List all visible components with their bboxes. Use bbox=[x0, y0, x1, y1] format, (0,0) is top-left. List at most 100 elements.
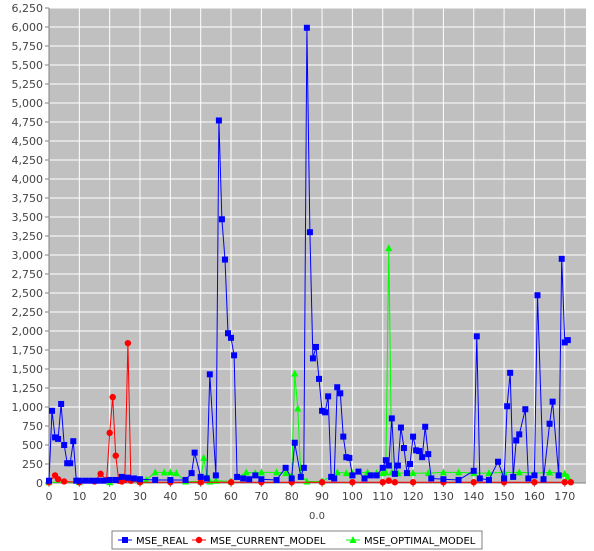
x-tick-label: 60 bbox=[224, 490, 238, 503]
data-point-mse-real bbox=[391, 470, 398, 477]
x-tick-label: 140 bbox=[463, 490, 484, 503]
data-point-mse-current-model bbox=[106, 429, 113, 437]
x-tick-label: 80 bbox=[285, 490, 299, 503]
data-point-mse-real bbox=[322, 409, 329, 416]
x-tick-label: 10 bbox=[72, 490, 86, 503]
data-point-mse-optimal-model bbox=[172, 469, 180, 477]
data-point-mse-current-model bbox=[470, 479, 477, 486]
data-point-mse-optimal-model bbox=[455, 468, 463, 476]
x-axis-ticks: 0 10 20 30 40 50 60 70 80 90 100 110 120 130 140 150 160… bbox=[46, 483, 575, 503]
y-tick-label: 500 bbox=[22, 439, 43, 452]
data-point-mse-real bbox=[258, 476, 265, 483]
data-point-mse-current-model bbox=[112, 452, 119, 459]
data-point-mse-real bbox=[73, 477, 80, 484]
data-point-mse-real bbox=[234, 473, 241, 480]
x-tick-label: 40 bbox=[163, 490, 177, 503]
data-point-mse-real bbox=[346, 454, 353, 461]
data-point-mse-real bbox=[413, 447, 420, 454]
y-tick-label: 5,750 bbox=[12, 40, 44, 53]
y-tick-label: 1,250 bbox=[12, 382, 44, 395]
y-tick-label: 1,000 bbox=[12, 401, 44, 414]
data-point-mse-real bbox=[212, 472, 219, 479]
x-axis-title: 0.0 bbox=[309, 511, 325, 522]
data-point-mse-real bbox=[67, 460, 74, 467]
legend-marker-mse-current-model bbox=[195, 536, 203, 544]
x-tick-label: 90 bbox=[315, 490, 329, 503]
data-point-mse-optimal-model bbox=[385, 244, 393, 252]
data-point-mse-real bbox=[303, 24, 310, 31]
data-point-mse-optimal-model bbox=[160, 468, 168, 476]
data-point-mse-real bbox=[221, 256, 228, 263]
data-point-mse-real bbox=[343, 454, 350, 461]
data-point-mse-optimal-model bbox=[333, 468, 341, 476]
data-point-mse-real bbox=[388, 415, 395, 422]
x-tick-label: 160 bbox=[524, 490, 545, 503]
y-tick-label: 4,250 bbox=[12, 154, 44, 167]
data-point-mse-optimal-model bbox=[382, 468, 390, 476]
data-point-mse-real bbox=[476, 475, 483, 482]
y-tick-label: 4,500 bbox=[12, 135, 44, 148]
data-point-mse-optimal-model bbox=[257, 468, 265, 476]
data-point-mse-real bbox=[46, 477, 52, 484]
data-point-mse-optimal-model bbox=[515, 468, 523, 476]
data-point-mse-real bbox=[61, 442, 68, 448]
data-point-mse-real bbox=[394, 462, 401, 469]
y-tick-label: 3,500 bbox=[12, 211, 44, 224]
data-point-mse-optimal-model bbox=[291, 369, 299, 377]
data-point-mse-current-model bbox=[561, 479, 568, 486]
data-point-mse-real bbox=[555, 472, 562, 479]
plot-area-background bbox=[49, 8, 586, 483]
data-point-mse-real bbox=[215, 117, 222, 124]
data-point-mse-real bbox=[361, 475, 368, 482]
data-point-mse-real bbox=[49, 407, 56, 414]
data-point-mse-optimal-model bbox=[151, 468, 159, 476]
data-point-mse-real bbox=[94, 477, 101, 484]
y-tick-label: 5,500 bbox=[12, 59, 44, 72]
data-point-mse-real bbox=[316, 375, 323, 382]
data-point-mse-real bbox=[309, 355, 316, 362]
data-point-mse-real bbox=[331, 475, 338, 482]
data-point-mse-real bbox=[485, 476, 492, 483]
x-tick-label: 110 bbox=[372, 490, 393, 503]
data-point-mse-real bbox=[106, 476, 113, 483]
data-point-mse-real bbox=[513, 437, 520, 444]
data-point-mse-real bbox=[516, 431, 523, 438]
data-point-mse-real bbox=[549, 398, 556, 405]
data-point-mse-real bbox=[228, 334, 235, 341]
y-tick-label: 2,500 bbox=[12, 287, 44, 300]
data-point-mse-real bbox=[410, 433, 417, 440]
data-point-mse-real bbox=[349, 472, 356, 479]
data-point-mse-current-model bbox=[349, 479, 356, 486]
data-point-mse-optimal-model bbox=[546, 468, 554, 476]
data-point-mse-real bbox=[428, 475, 435, 482]
legend-item-mse-real: MSE_REAL bbox=[118, 536, 188, 547]
data-point-mse-real bbox=[58, 400, 65, 407]
data-point-mse-real bbox=[55, 435, 62, 442]
data-point-mse-real bbox=[137, 476, 144, 483]
data-point-mse-real bbox=[337, 390, 344, 397]
data-point-mse-real bbox=[88, 477, 95, 484]
data-point-mse-current-model bbox=[197, 479, 204, 486]
data-point-mse-optimal-model bbox=[564, 472, 572, 480]
data-point-mse-optimal-model bbox=[200, 453, 208, 461]
data-point-mse-current-model bbox=[379, 479, 386, 486]
y-tick-label: 0 bbox=[36, 477, 43, 490]
data-point-mse-real bbox=[522, 406, 529, 413]
y-tick-label: 2,250 bbox=[12, 306, 44, 319]
x-tick-label: 100 bbox=[342, 490, 363, 503]
data-point-mse-optimal-model bbox=[282, 469, 290, 477]
x-tick-label: 170 bbox=[554, 490, 575, 503]
data-point-mse-real bbox=[400, 445, 407, 452]
data-point-mse-real bbox=[152, 476, 159, 483]
data-point-mse-real bbox=[422, 423, 429, 430]
data-point-mse-current-model bbox=[385, 477, 392, 484]
data-point-mse-optimal-model bbox=[206, 477, 214, 485]
data-point-mse-real bbox=[300, 464, 307, 471]
x-tick-label: 20 bbox=[103, 490, 117, 503]
data-point-mse-optimal-model bbox=[485, 469, 493, 477]
data-point-mse-real bbox=[546, 420, 553, 427]
series-mse-real bbox=[46, 24, 571, 484]
data-point-mse-real bbox=[407, 461, 414, 467]
y-tick-label: 6,250 bbox=[12, 2, 44, 15]
data-point-mse-real bbox=[385, 462, 392, 469]
